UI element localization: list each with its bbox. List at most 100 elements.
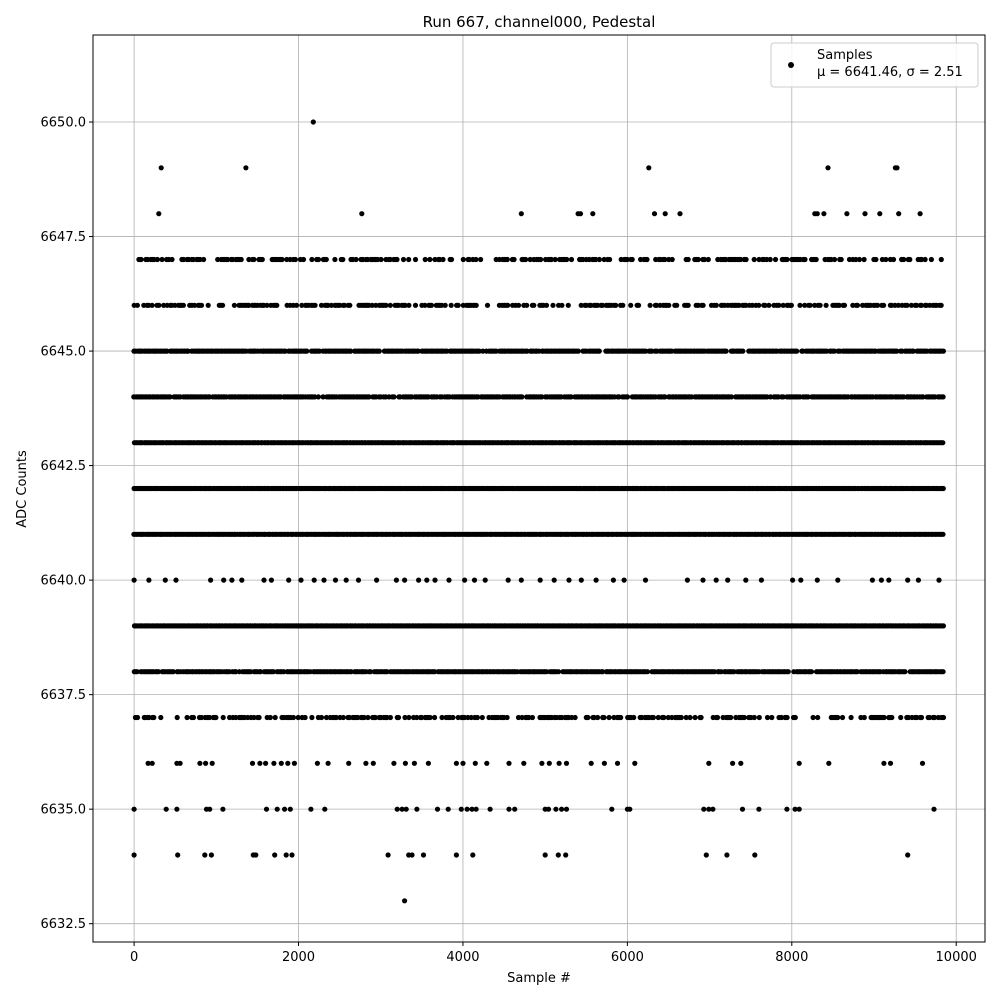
data-point bbox=[138, 256, 144, 263]
data-point bbox=[808, 669, 815, 675]
data-point bbox=[180, 302, 186, 308]
data-point bbox=[725, 577, 731, 583]
data-point bbox=[841, 302, 848, 308]
data-point bbox=[251, 714, 257, 721]
data-point bbox=[627, 806, 633, 812]
data-point bbox=[940, 440, 946, 446]
data-point bbox=[309, 256, 315, 263]
data-point bbox=[446, 577, 452, 583]
data-point bbox=[519, 714, 525, 721]
data-point bbox=[886, 577, 892, 583]
data-point bbox=[931, 714, 938, 721]
data-point bbox=[555, 669, 562, 675]
data-point bbox=[565, 302, 571, 308]
data-point bbox=[512, 806, 518, 812]
data-point bbox=[391, 394, 397, 400]
data-point bbox=[618, 714, 624, 721]
data-point bbox=[578, 302, 584, 308]
data-point bbox=[299, 302, 305, 308]
data-point bbox=[940, 714, 947, 721]
data-point bbox=[422, 256, 428, 263]
data-point bbox=[920, 394, 926, 400]
data-point bbox=[402, 898, 408, 904]
data-point bbox=[538, 256, 544, 263]
data-point bbox=[784, 714, 790, 721]
data-point bbox=[572, 714, 578, 721]
data-point bbox=[938, 302, 944, 308]
data-point bbox=[905, 577, 911, 583]
data-point bbox=[221, 577, 227, 583]
data-point bbox=[854, 302, 861, 308]
data-point bbox=[473, 256, 479, 263]
data-point bbox=[442, 302, 448, 308]
data-point bbox=[904, 302, 910, 308]
x-tick-label: 8000 bbox=[775, 950, 808, 965]
data-point bbox=[369, 302, 375, 308]
data-point bbox=[636, 302, 642, 308]
data-point bbox=[173, 577, 179, 583]
data-point bbox=[616, 394, 622, 400]
data-point bbox=[332, 256, 338, 263]
data-point bbox=[724, 852, 730, 858]
data-point bbox=[201, 256, 207, 263]
data-point bbox=[131, 806, 137, 812]
data-point bbox=[474, 714, 480, 721]
data-point bbox=[482, 577, 488, 583]
data-point bbox=[270, 669, 277, 675]
data-point bbox=[263, 806, 270, 812]
data-point bbox=[555, 852, 561, 858]
data-point bbox=[285, 760, 291, 766]
data-point bbox=[609, 806, 615, 812]
data-point bbox=[471, 577, 478, 583]
data-point bbox=[666, 302, 672, 308]
data-point bbox=[662, 256, 668, 263]
data-point bbox=[814, 211, 820, 217]
data-point bbox=[220, 714, 226, 721]
data-point bbox=[279, 256, 285, 263]
data-point bbox=[428, 302, 435, 308]
data-point bbox=[314, 760, 320, 766]
data-point bbox=[134, 669, 140, 675]
data-point bbox=[756, 806, 762, 812]
data-point bbox=[614, 760, 621, 766]
data-point bbox=[802, 256, 808, 263]
data-point bbox=[282, 806, 288, 812]
data-point bbox=[792, 714, 798, 721]
data-point bbox=[302, 714, 308, 721]
data-point bbox=[291, 760, 297, 766]
data-point bbox=[310, 119, 316, 125]
data-point bbox=[156, 211, 162, 217]
data-point bbox=[794, 348, 800, 354]
data-point bbox=[473, 302, 479, 308]
data-point bbox=[596, 256, 603, 263]
data-point bbox=[836, 302, 842, 308]
data-point bbox=[810, 714, 816, 721]
data-point bbox=[546, 760, 552, 766]
data-point bbox=[209, 760, 215, 766]
data-point bbox=[548, 256, 555, 263]
legend-box bbox=[770, 42, 979, 88]
data-point bbox=[402, 577, 408, 583]
data-point bbox=[462, 577, 468, 583]
data-point bbox=[654, 302, 660, 308]
data-point bbox=[644, 256, 650, 263]
data-point bbox=[839, 714, 846, 721]
data-point bbox=[185, 348, 191, 354]
data-point bbox=[752, 852, 758, 858]
data-point bbox=[213, 714, 219, 721]
data-point bbox=[167, 394, 173, 400]
data-point bbox=[402, 302, 408, 308]
data-point bbox=[399, 806, 405, 812]
data-point bbox=[202, 852, 208, 858]
data-point bbox=[772, 256, 779, 263]
data-point bbox=[309, 714, 315, 721]
data-point bbox=[320, 394, 326, 400]
data-point bbox=[861, 256, 867, 263]
y-tick-label: 6642.5 bbox=[41, 459, 87, 474]
data-point bbox=[931, 806, 937, 812]
data-point bbox=[873, 256, 879, 263]
data-point bbox=[790, 577, 796, 583]
data-point bbox=[287, 806, 293, 812]
data-point bbox=[887, 760, 894, 766]
